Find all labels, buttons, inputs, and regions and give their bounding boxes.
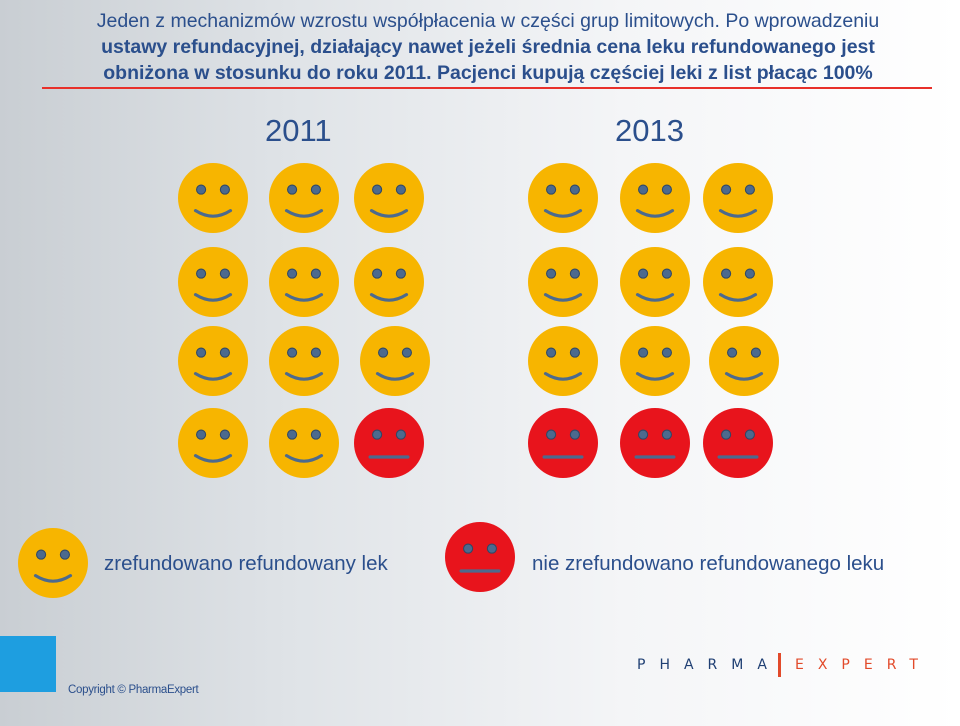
heading-divider	[42, 87, 932, 89]
happy-face-icon	[703, 247, 773, 317]
happy-face-icon	[528, 163, 598, 233]
happy-face-icon	[269, 163, 339, 233]
logo-pharma: PHARMA	[637, 657, 781, 673]
sad-face-icon	[528, 408, 598, 478]
legend-not-refunded-label: nie zrefundowano refundowanego leku	[532, 552, 885, 575]
happy-face-icon	[269, 408, 339, 478]
sad-face-icon	[354, 408, 424, 478]
happy-face-icon	[269, 326, 339, 396]
happy-face-icon	[709, 326, 779, 396]
happy-face-icon	[360, 326, 430, 396]
logo-divider	[778, 653, 781, 677]
happy-face-icon	[620, 326, 690, 396]
happy-face-icon	[178, 408, 248, 478]
copyright-text: Copyright © PharmaExpert	[68, 684, 199, 696]
heading: Jeden z mechanizmów wzrostu współpłaceni…	[16, 8, 960, 86]
happy-face-icon	[620, 247, 690, 317]
happy-face-icon	[354, 163, 424, 233]
happy-face-icon	[528, 326, 598, 396]
happy-face-icon	[269, 247, 339, 317]
legend-happy-face-icon	[18, 528, 88, 598]
legend-refunded-label: zrefundowano refundowany lek	[104, 552, 388, 575]
sad-face-icon	[703, 408, 773, 478]
happy-face-icon	[178, 326, 248, 396]
heading-line-2: ustawy refundacyjnej, działający nawet j…	[101, 36, 875, 58]
accent-square	[0, 636, 56, 692]
year-label-2013: 2013	[615, 113, 684, 148]
happy-face-icon	[178, 247, 248, 317]
heading-line-3: obniżona w stosunku do roku 2011. Pacjen…	[103, 62, 873, 84]
year-label-2011: 2011	[265, 113, 332, 148]
happy-face-icon	[178, 163, 248, 233]
legend-sad-face-icon	[445, 522, 515, 592]
pharmaexpert-logo: PHARMA EXPERT	[637, 653, 918, 677]
logo-expert: EXPERT	[795, 657, 932, 673]
sad-face-icon	[620, 408, 690, 478]
happy-face-icon	[528, 247, 598, 317]
happy-face-icon	[620, 163, 690, 233]
heading-line-1: Jeden z mechanizmów wzrostu współpłaceni…	[96, 10, 880, 32]
happy-face-icon	[703, 163, 773, 233]
happy-face-icon	[354, 247, 424, 317]
